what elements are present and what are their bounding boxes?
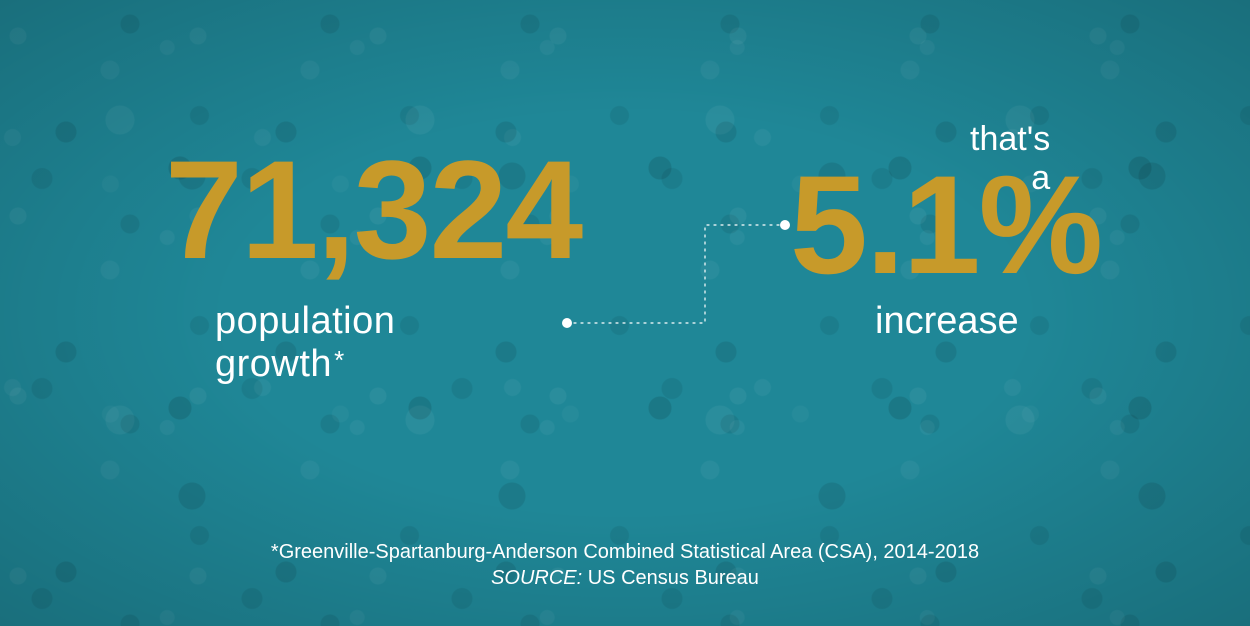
footnote-text: *Greenville-Spartanburg-Anderson Combine… bbox=[0, 541, 1250, 564]
infographic-content: 71,324 population growth* that's a 5.1% … bbox=[0, 0, 1250, 626]
connector-line bbox=[0, 0, 1250, 626]
source-line: SOURCE: US Census Bureau bbox=[0, 567, 1250, 590]
source-value: US Census Bureau bbox=[582, 567, 759, 589]
source-label: SOURCE: bbox=[491, 567, 582, 589]
